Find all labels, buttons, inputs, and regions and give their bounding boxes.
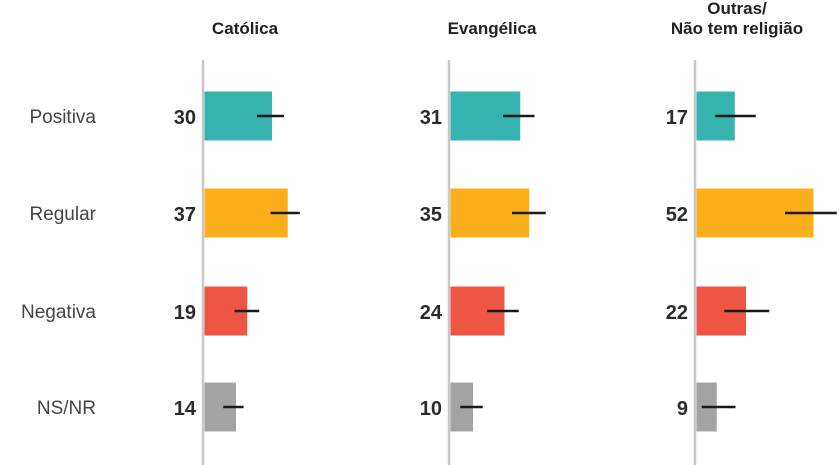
value-label-panel-1-regular: 37	[174, 204, 196, 226]
panel-title-1: Católica	[212, 19, 279, 38]
panel-title-2: Evangélica	[448, 19, 537, 38]
value-label-panel-2-regular: 35	[420, 204, 442, 226]
value-label-panel-2-positiva: 31	[420, 107, 442, 129]
panel-title-3-line-1: Outras/	[707, 0, 767, 18]
value-label-panel-2-negativa: 24	[420, 302, 443, 324]
value-label-panel-2-ns-nr: 10	[420, 398, 442, 420]
category-label-negativa: Negativa	[21, 302, 96, 323]
category-label-ns-nr: NS/NR	[37, 398, 96, 419]
value-label-panel-1-negativa: 19	[174, 302, 196, 324]
category-label-regular: Regular	[29, 204, 96, 225]
value-label-panel-1-ns-nr: 14	[174, 398, 197, 420]
value-label-panel-1-positiva: 30	[174, 107, 196, 129]
value-label-panel-3-regular: 52	[666, 204, 688, 226]
panel-title-3-line-2: Não tem religião	[671, 19, 803, 38]
value-label-panel-3-positiva: 17	[666, 107, 688, 129]
value-label-panel-3-ns-nr: 9	[677, 398, 688, 420]
value-label-panel-3-negativa: 22	[666, 302, 688, 324]
category-label-positiva: Positiva	[29, 107, 96, 128]
